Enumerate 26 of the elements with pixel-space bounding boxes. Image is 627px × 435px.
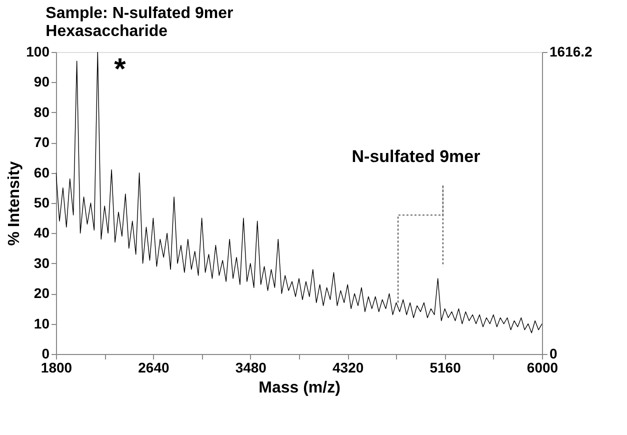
line-series	[56, 52, 542, 334]
x-tick-label: 4320	[332, 360, 364, 376]
annotation: N-sulfated 9mer	[352, 147, 481, 166]
y2-tick-label: 1616.2	[550, 44, 593, 60]
y2-tick-label: 0	[550, 346, 558, 362]
y-tick-label: 20	[34, 285, 50, 302]
x-tick-label: 5160	[430, 360, 462, 376]
line-series	[398, 184, 444, 304]
y-tick-label: 30	[34, 254, 50, 271]
y-tick-label: 40	[34, 224, 50, 241]
chart-title: Sample: N-sulfated 9mer Hexasaccharide	[46, 5, 234, 40]
y-tick-label: 80	[34, 104, 50, 120]
x-tick-label: 1800	[40, 360, 72, 376]
x-axis-title: Mass (m/z)	[258, 380, 340, 396]
y-axis-title: % Intensity	[6, 161, 24, 246]
annotation: *	[114, 53, 126, 86]
y-tick-label: 100	[26, 44, 50, 60]
y-tick-label: 60	[34, 164, 50, 180]
y-tick-label: 10	[34, 315, 50, 332]
x-tick-label: 3480	[235, 360, 267, 376]
y-tick-label: 0	[42, 346, 50, 362]
y-tick-label: 90	[34, 74, 50, 90]
x-tick-label: 2640	[138, 360, 170, 376]
y-tick-label: 70	[34, 134, 50, 150]
y-tick-label: 50	[34, 194, 50, 210]
x-tick-label: 6000	[526, 360, 558, 376]
